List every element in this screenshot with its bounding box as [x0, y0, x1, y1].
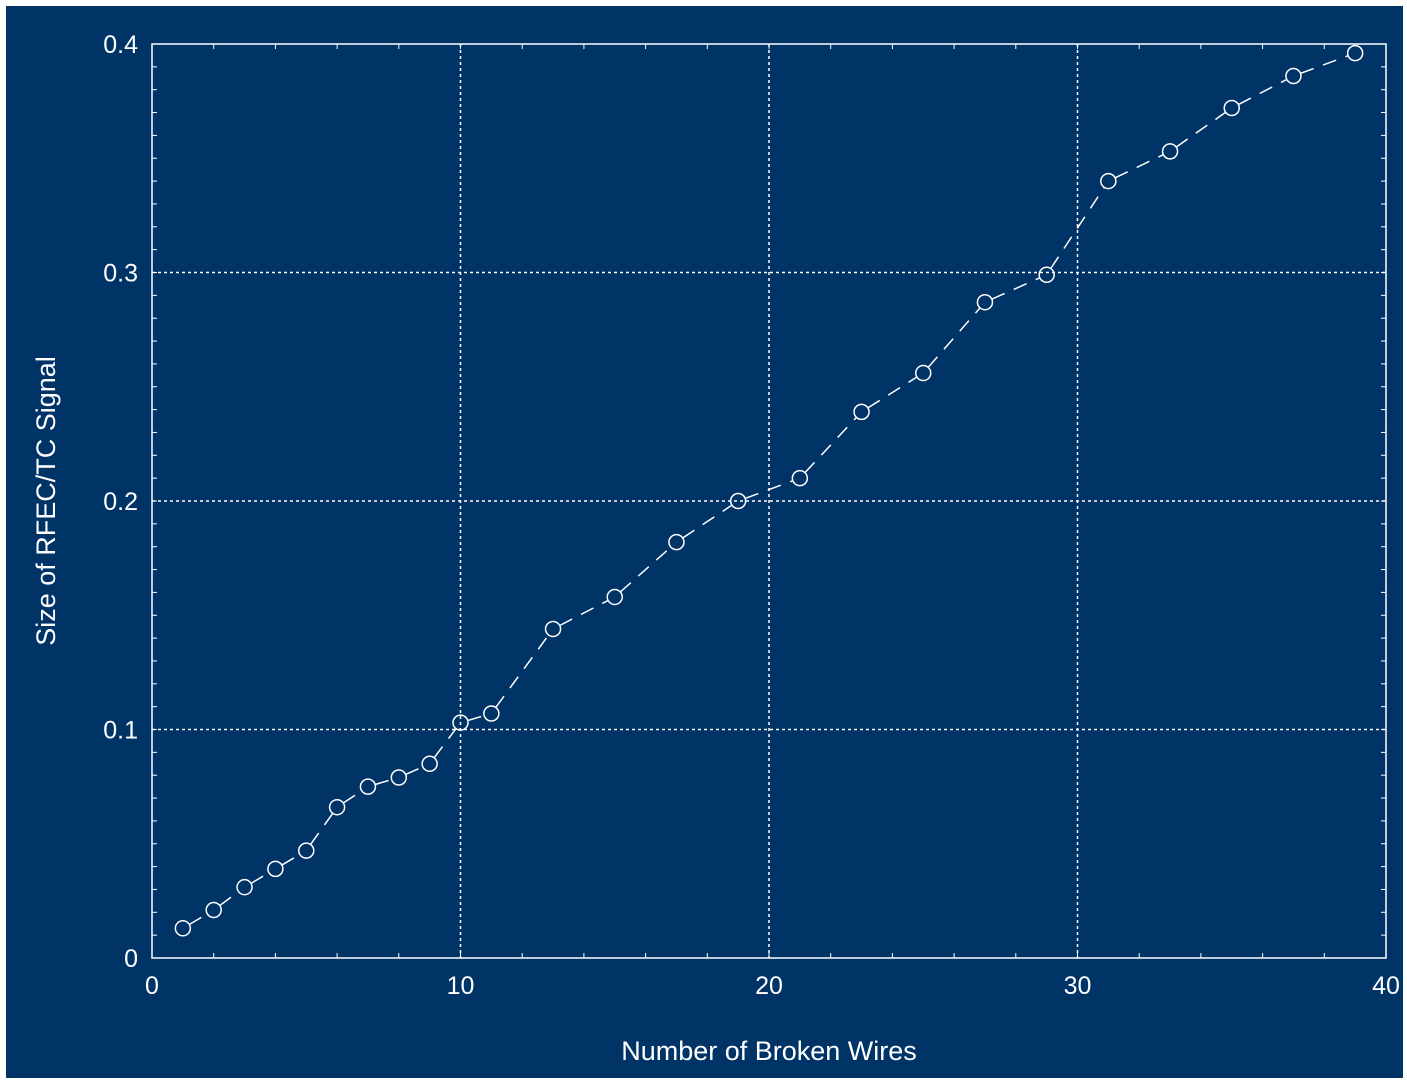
data-point: [1223, 99, 1240, 117]
series-line-segment: [374, 778, 392, 786]
x-tick-label: 0: [145, 972, 159, 1000]
series-line-segment: [1114, 153, 1164, 179]
tick-layer: 0 10 20 30 40 0 0.1 0.2 0.3 0.4: [103, 31, 1400, 1000]
series-line-segment: [1050, 186, 1105, 269]
data-point: [390, 769, 408, 786]
series-line-segment: [219, 891, 239, 907]
series-line-segment: [250, 872, 270, 884]
series-line-segment: [467, 714, 485, 722]
series-line-segment: [619, 546, 672, 593]
data-point: [1285, 67, 1302, 85]
y-tick-label: 0.3: [103, 260, 138, 288]
data-point: [853, 403, 870, 421]
series-line-segment: [1300, 55, 1349, 75]
data-point: [236, 878, 253, 896]
data-point: [328, 798, 346, 816]
data-point: [421, 755, 438, 773]
x-tick-label: 10: [447, 972, 475, 1000]
data-point: [1100, 172, 1117, 190]
data-point: [267, 860, 284, 878]
data-point: [174, 920, 192, 937]
data-point: [1161, 143, 1179, 160]
series-line-segment: [682, 504, 733, 539]
series-line-segment: [744, 480, 794, 500]
x-axis-label: Number of Broken Wires: [621, 1036, 917, 1066]
y-tick-label: 0.4: [103, 31, 138, 59]
data-point: [1346, 44, 1364, 62]
x-tick-label: 30: [1064, 972, 1092, 1000]
series-line-segment: [1238, 78, 1288, 106]
data-point: [1038, 266, 1055, 284]
x-tick-label: 40: [1372, 972, 1400, 1000]
y-tick-label: 0.2: [103, 488, 138, 516]
data-point: [915, 364, 932, 382]
chart-background: [6, 6, 1403, 1078]
series-line-segment: [559, 599, 609, 627]
series-line-segment: [405, 766, 424, 776]
series-line-segment: [281, 853, 301, 866]
data-point: [483, 705, 500, 722]
data-point: [544, 620, 562, 638]
data-point: [668, 533, 685, 551]
series-layer: [174, 44, 1364, 937]
data-point: [359, 778, 377, 795]
series-line-segment: [342, 790, 363, 804]
data-point: [729, 492, 747, 510]
series-line-segment: [495, 634, 550, 708]
y-tick-label: 0: [124, 945, 138, 973]
data-point: [791, 469, 809, 487]
series-line-segment: [927, 307, 981, 368]
series-line-segment: [433, 728, 457, 759]
data-point: [298, 842, 315, 859]
series-line-segment: [867, 376, 918, 409]
data-point: [452, 714, 469, 731]
data-point: [205, 901, 222, 919]
series-line-segment: [309, 812, 334, 845]
grid-layer: [152, 44, 1386, 958]
series-line-segment: [188, 913, 208, 926]
series-line-segment: [991, 277, 1041, 300]
data-point: [606, 588, 623, 606]
series-line-segment: [1175, 111, 1227, 148]
y-tick-label: 0.1: [103, 717, 138, 745]
x-tick-label: 20: [755, 972, 783, 1000]
series-line-segment: [804, 416, 857, 474]
y-axis-label: Size of RFEC/TC Signal: [31, 356, 61, 646]
data-point: [976, 293, 994, 311]
